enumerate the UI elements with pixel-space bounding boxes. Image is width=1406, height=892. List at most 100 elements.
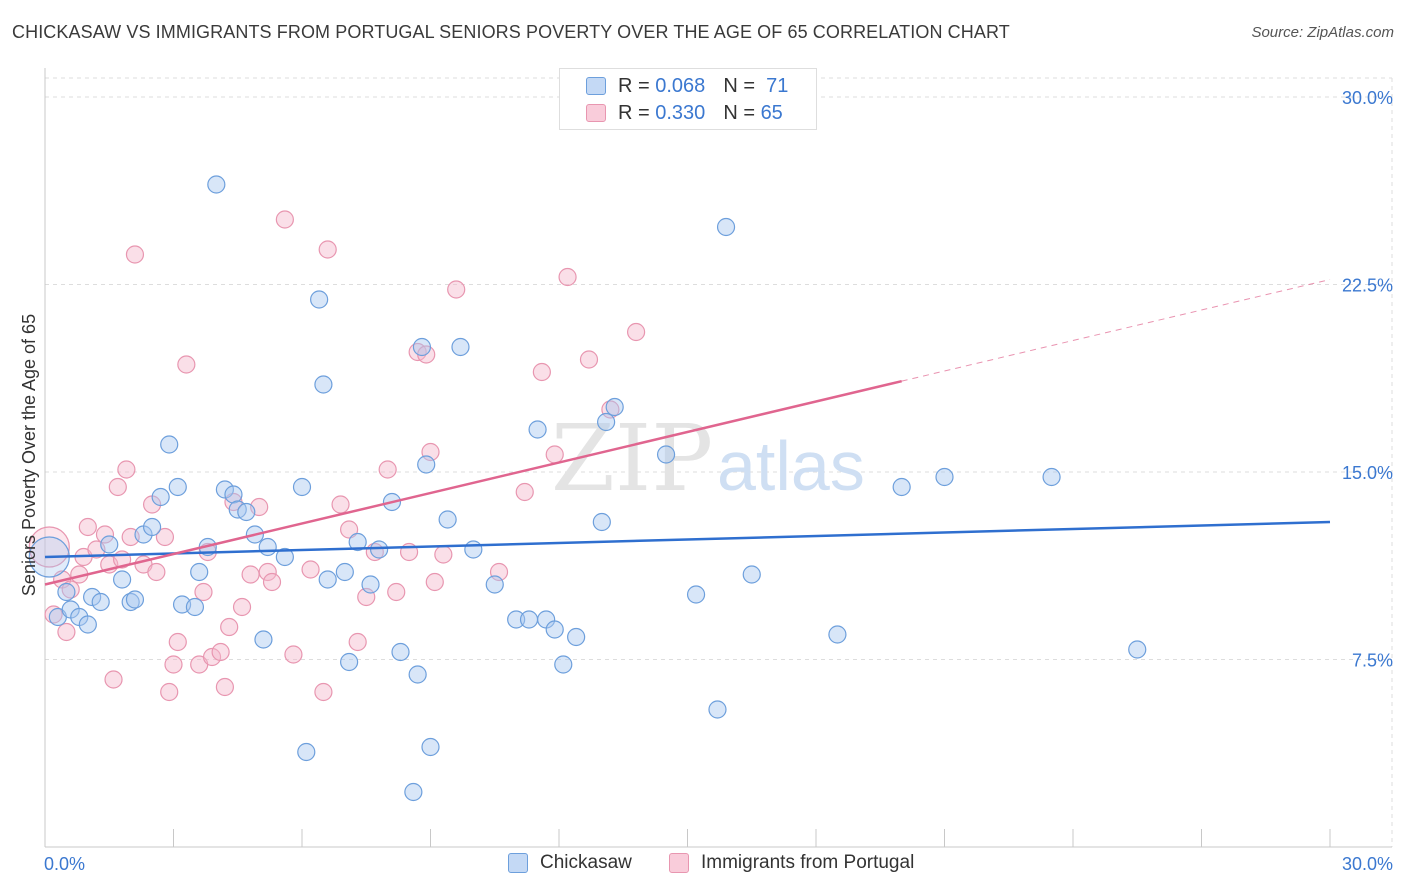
chickasaw-point (168, 477, 187, 497)
chickasaw-point (340, 652, 359, 672)
portugal-point (258, 562, 277, 582)
legend-row-portugal: R = 0.330 N = 65 (586, 100, 783, 126)
y-axis-label: Seniors Poverty Over the Age of 65 (19, 314, 39, 596)
legend-swatch-blue (586, 77, 606, 95)
chickasaw-point (892, 477, 911, 497)
chickasaw-point (275, 547, 294, 567)
chickasaw-point (125, 590, 145, 609)
legend-swatch-pink (586, 104, 606, 122)
portugal-point (220, 617, 239, 637)
x-tick-label: 0.0% (44, 854, 85, 874)
gridlines (45, 77, 1393, 847)
portugal-point (626, 322, 646, 342)
r-value: 0.330 (655, 101, 706, 124)
portugal-point (177, 355, 196, 374)
chickasaw-point (438, 510, 457, 529)
chickasaw-point (361, 575, 380, 594)
x-tick-label: 30.0% (1342, 854, 1393, 874)
chickasaw-point (528, 420, 547, 439)
portugal-point (78, 517, 97, 537)
portugal-trend-line (44, 379, 902, 586)
chickasaw-point (412, 337, 432, 357)
chickasaw-point (605, 397, 624, 417)
chickasaw-point (314, 375, 333, 394)
portugal-point (168, 632, 187, 652)
chickasaw-point (597, 412, 616, 432)
chickasaw-point (408, 665, 427, 684)
y-tick-label: 15.0% (1342, 463, 1393, 483)
portugal-point (434, 545, 453, 564)
portugal-point (301, 560, 320, 579)
portugal-point (378, 460, 397, 479)
portugal-point (215, 677, 234, 697)
chickasaw-point (451, 337, 470, 357)
portugal-point (202, 647, 222, 667)
y-tick-label: 22.5% (1342, 276, 1393, 296)
chickasaw-point (421, 737, 440, 757)
chickasaw-point (656, 445, 676, 464)
chickasaw-point (83, 587, 102, 607)
portugal-trend-extension (901, 279, 1331, 382)
portugal-point (262, 572, 282, 592)
n-value: 65 (760, 101, 783, 124)
portugal-point (125, 245, 145, 264)
portugal-point (194, 582, 213, 602)
portugal-point (579, 350, 599, 369)
chickasaw-point (686, 585, 706, 604)
chickasaw-point (57, 582, 76, 602)
chickasaw-point (297, 742, 316, 762)
portugal-point (275, 210, 294, 229)
portugal-point (515, 482, 534, 502)
portugal-point (545, 445, 564, 464)
chickasaw-point (708, 700, 727, 719)
y-tick-label: 30.0% (1342, 88, 1393, 108)
chickasaw-point (318, 570, 337, 589)
chickasaw-point (254, 630, 273, 649)
portugal-point (95, 525, 115, 544)
chickasaw-point (519, 610, 539, 629)
portugal-point (348, 632, 367, 652)
chickasaw-point (464, 540, 483, 559)
chickasaw-point (160, 435, 179, 454)
chickasaw-point (545, 620, 564, 639)
chickasaw-point (417, 455, 436, 474)
portugal-point (104, 670, 123, 689)
portugal-point (147, 562, 166, 582)
legend-item-portugal: Immigrants from Portugal (669, 852, 914, 874)
chickasaw-point (391, 642, 410, 662)
portugal-point (318, 240, 337, 259)
y-tick-label: 7.5% (1352, 651, 1393, 671)
portugal-point (155, 527, 175, 547)
chickasaw-point (190, 562, 209, 582)
chickasaw-point (78, 615, 97, 634)
chickasaw-point (185, 597, 205, 617)
portugal-point (211, 642, 230, 662)
n-label: N = (723, 101, 755, 124)
portugal-point (57, 622, 76, 642)
r-value: 0.068 (655, 74, 706, 97)
chart-title: CHICKASAW VS IMMIGRANTS FROM PORTUGAL SE… (12, 22, 1010, 42)
r-label: R = (618, 101, 650, 124)
chickasaw-point (742, 565, 761, 584)
legend-swatch-blue (508, 853, 528, 873)
portugal-point (425, 572, 444, 592)
portugal-point (340, 520, 359, 539)
n-label: N = (723, 74, 755, 97)
watermark-atlas: atlas (717, 427, 865, 505)
portugal-point (532, 362, 551, 382)
axis-labels: 7.5% 15.0% 22.5% 30.0% 0.0% 30.0% Seniors Pove… (19, 88, 1393, 874)
portugal-point (108, 477, 127, 497)
portugal-point (160, 682, 179, 702)
chickasaw-point (370, 540, 389, 559)
chickasaw-point (507, 610, 526, 629)
chickasaw-point (207, 175, 226, 194)
chickasaw-point (828, 625, 847, 644)
portugal-point (284, 645, 303, 664)
portugal-point (447, 280, 466, 299)
chickasaw-point (237, 502, 256, 522)
correlation-legend: R = 0.068 N = 71 R = 0.330 N = 65 (559, 68, 817, 130)
chickasaw-point (567, 627, 586, 647)
chickasaw-trend-line (44, 520, 1331, 559)
chickasaw-point (292, 477, 312, 497)
